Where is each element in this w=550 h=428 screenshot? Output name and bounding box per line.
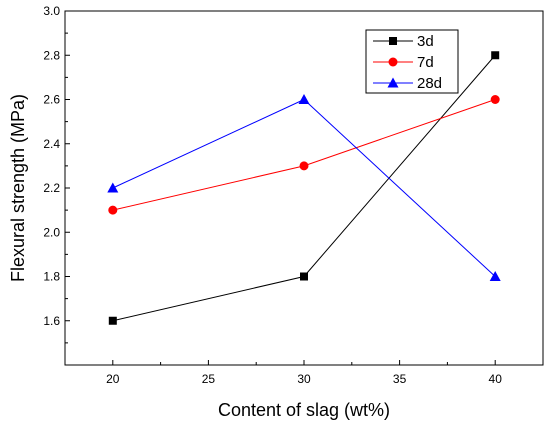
- series-line-28d: [112, 98, 496, 277]
- data-point-28d-40: [489, 271, 501, 281]
- x-axis-title: Content of slag (wt%): [218, 400, 390, 420]
- y-tick-label-3: 2.2: [43, 181, 60, 195]
- y-tick-label-1: 1.8: [43, 270, 60, 284]
- y-tick-label-5: 2.6: [43, 93, 60, 107]
- series-7d: [108, 95, 500, 215]
- legend: 3d 7d 28d: [365, 29, 459, 94]
- x-tick-label-40: 40: [489, 372, 503, 386]
- data-point-7d-20: [108, 205, 118, 215]
- y-tick-label-6: 2.8: [43, 48, 60, 62]
- x-tick-label-35: 35: [393, 372, 407, 386]
- y-tick-label-2: 2.0: [43, 225, 60, 239]
- axis-ticks: 20 25 30 35 40 1.6 1.8 2.0 2.2 2.4 2.6 2.8 3.0: [43, 4, 502, 386]
- x-tick-label-25: 25: [202, 372, 216, 386]
- series-line-7d: [112, 99, 496, 211]
- y-tick-label-7: 3.0: [43, 4, 60, 18]
- series-layer: [107, 51, 501, 325]
- data-point-3d-40: [491, 51, 500, 60]
- series-3d: [108, 51, 500, 325]
- legend-marker-7d: [388, 57, 398, 67]
- data-point-7d-30: [299, 161, 309, 171]
- legend-marker-28d: [387, 77, 399, 88]
- data-point-3d-20: [108, 316, 117, 325]
- y-tick-label-4: 2.4: [43, 137, 60, 151]
- x-tick-label-20: 20: [106, 372, 120, 386]
- y-axis-title: Flexural strength (MPa): [8, 94, 28, 282]
- data-point-28d-20: [107, 182, 119, 193]
- data-point-7d-40: [490, 95, 500, 104]
- data-point-3d-30: [300, 272, 308, 281]
- x-tick-label-30: 30: [297, 372, 311, 386]
- data-point-28d-30: [298, 94, 310, 104]
- legend-label-3d: 3d: [417, 33, 434, 50]
- y-tick-label-0: 1.6: [43, 314, 60, 328]
- legend-label-7d: 7d: [417, 54, 434, 71]
- legend-marker-3d: [389, 37, 397, 45]
- plot-frame: [64, 10, 544, 366]
- series-28d: [107, 94, 501, 281]
- legend-label-28d: 28d: [417, 75, 442, 92]
